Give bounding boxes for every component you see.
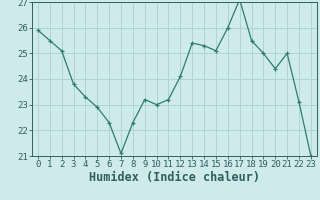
X-axis label: Humidex (Indice chaleur): Humidex (Indice chaleur) (89, 171, 260, 184)
